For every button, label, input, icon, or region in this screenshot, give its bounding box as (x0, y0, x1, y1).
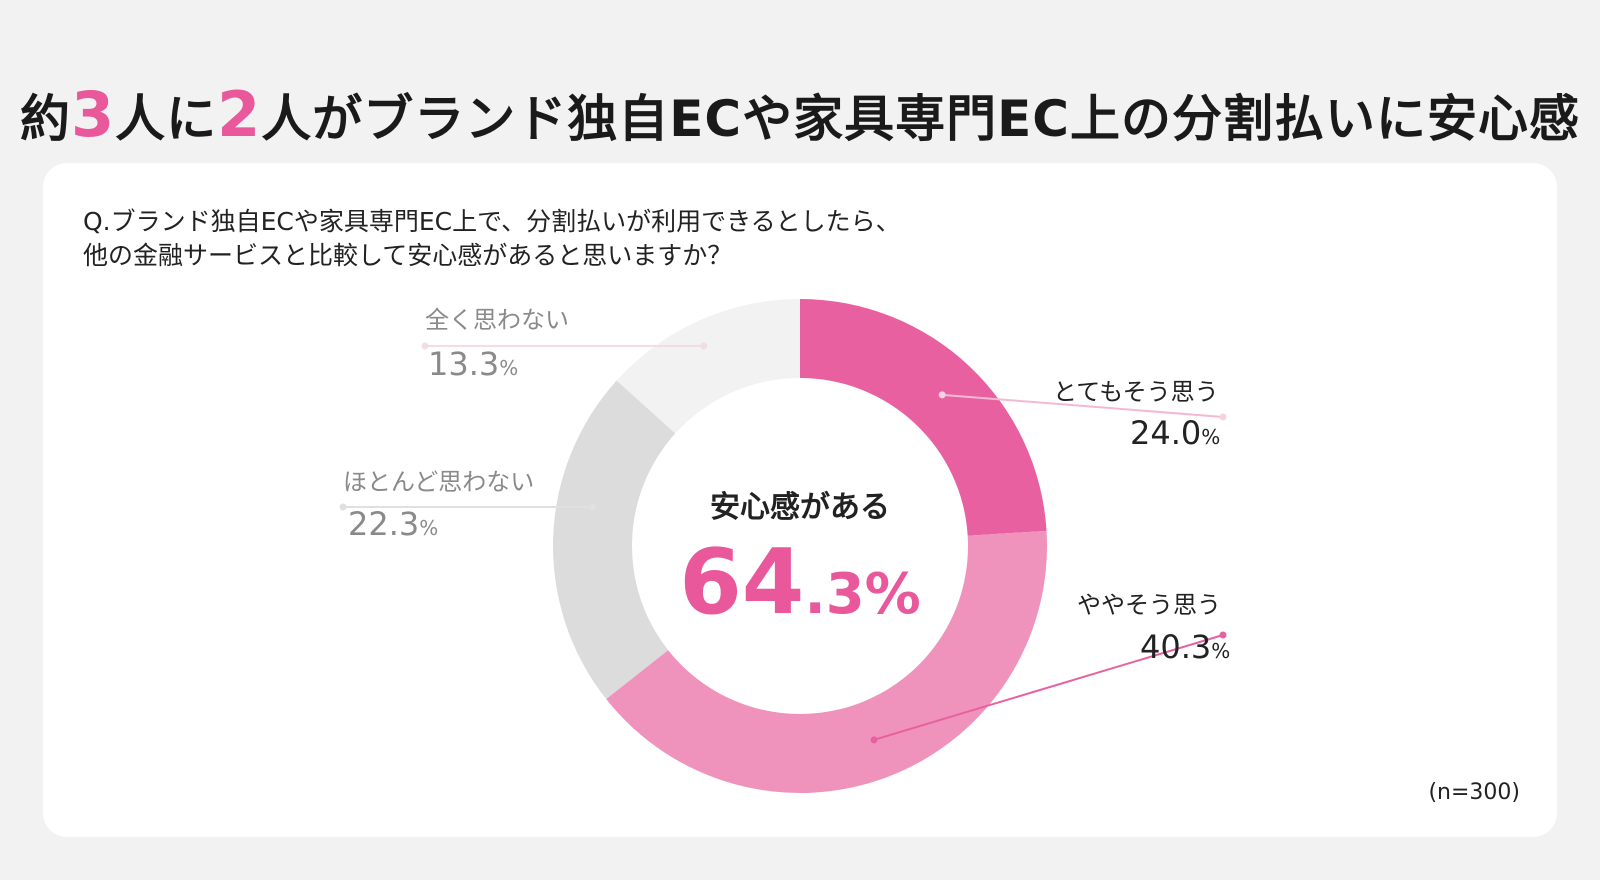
donut-slice-not-at-all (616, 299, 800, 434)
slice-label-hardly-agree: ほとんど思わない (343, 468, 535, 496)
leader-dot-very-agree-1 (1219, 413, 1227, 421)
slice-value-somewhat-agree-number: 40.3 (1140, 628, 1212, 666)
headline-part3: 人 (261, 90, 313, 148)
center-value-dec: .3% (804, 562, 921, 627)
slice-value-not-at-all: 13.3% (428, 345, 518, 383)
center-value-int: 64 (679, 530, 805, 635)
donut-slice-somewhat-agree (606, 530, 1047, 794)
headline: 約3人に2人がブランド独自ECや家具専門EC上の分割払いに安心感 (0, 78, 1600, 151)
headline-number-1: 3 (71, 78, 116, 151)
slice-label-not-at-all: 全く思わない (425, 306, 569, 334)
headline-part4: がブランド独自ECや家具専門EC上の分割払いに安心感 (312, 90, 1580, 148)
slice-value-hardly-agree: 22.3% (348, 505, 438, 543)
donut-slice-very-agree (800, 299, 1047, 536)
leader-dot-not-at-all-0 (700, 342, 708, 350)
slice-value-very-agree-unit: % (1201, 425, 1221, 449)
leader-dot-very-agree-0 (938, 391, 946, 399)
leader-dot-hardly-agree-0 (589, 503, 597, 511)
center-title: 安心感がある (710, 490, 890, 525)
slice-label-very-agree: とてもそう思う (1053, 378, 1219, 406)
leader-line-very-agree (942, 393, 1224, 418)
slice-value-somewhat-agree-unit: % (1211, 639, 1231, 663)
headline-number-2: 2 (217, 78, 262, 151)
headline-part1: 約 (20, 90, 71, 148)
donut-slice-hardly-agree (553, 380, 676, 700)
slice-value-hardly-agree-number: 22.3 (348, 505, 420, 543)
slice-label-somewhat-agree: ややそう思う (1077, 591, 1221, 619)
question-line-1: Q.ブランド独自ECや家具専門EC上で、分割払いが利用できるとしたら、 (83, 207, 901, 236)
survey-question: Q.ブランド独自ECや家具専門EC上で、分割払いが利用できるとしたら、 他の金融… (83, 205, 901, 273)
slice-value-hardly-agree-unit: % (419, 516, 439, 540)
headline-part2: 人に (115, 90, 218, 148)
question-line-2: 他の金融サービスと比較して安心感があると思いますか？ (83, 241, 733, 270)
leader-dot-hardly-agree-1 (339, 503, 347, 511)
slice-value-very-agree-number: 24.0 (1130, 414, 1202, 452)
leader-dot-somewhat-agree-1 (1219, 631, 1227, 639)
slice-value-not-at-all-number: 13.3 (428, 345, 500, 383)
center-value: 64.3% (640, 530, 960, 635)
leader-dot-somewhat-agree-0 (870, 736, 878, 744)
leader-line-somewhat-agree (873, 634, 1224, 741)
slice-value-not-at-all-unit: % (499, 356, 519, 380)
sample-size-note: (n=300) (1428, 780, 1520, 805)
slice-value-very-agree: 24.0% (1130, 414, 1220, 452)
leader-dot-not-at-all-1 (421, 342, 429, 350)
slice-value-somewhat-agree: 40.3% (1140, 628, 1230, 666)
